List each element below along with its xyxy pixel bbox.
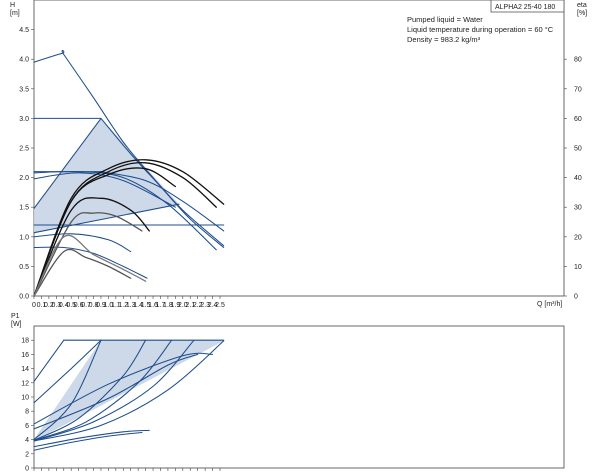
power-curve <box>33 340 225 442</box>
head-y-tick-label: 0.5 <box>19 264 29 271</box>
x-axis-label: Q [m³/h] <box>537 301 562 308</box>
head-curve <box>33 50 225 247</box>
x-tick-label: 2.1 <box>185 302 195 309</box>
power-curve <box>33 431 143 451</box>
power-y-tick-label: 4 <box>25 437 29 444</box>
power-curve <box>33 339 102 404</box>
x-tick-label: 0.8 <box>89 302 99 309</box>
head-efficiency-curve <box>33 234 147 297</box>
bottom-y-axis-label-line2: [W] <box>11 321 22 328</box>
head-efficiency-chart: 0.00.51.01.52.02.53.03.54.04.50 0.10.20.3… <box>19 0 582 309</box>
x-tick-label: 0.4 <box>59 302 69 309</box>
head-curve <box>33 117 102 209</box>
chart-title-box <box>490 0 565 13</box>
power-y-tick-label: 10 <box>21 395 29 402</box>
head-efficiency-curve <box>33 212 143 297</box>
head-curve <box>100 117 225 249</box>
top-y2-axis-label-line1: eta <box>577 2 587 9</box>
y2-tick-label: 60 <box>574 116 582 123</box>
power-y-tick-label: 8 <box>25 409 29 416</box>
head-efficiency-curve <box>33 197 150 297</box>
x-tick-label: 2.5 <box>215 302 225 309</box>
head-y-tick-label: 4.5 <box>19 27 29 34</box>
power-curve <box>33 339 195 442</box>
y2-tick-label: 40 <box>574 175 582 182</box>
head-y-tick-label: 2.0 <box>19 175 29 182</box>
bottom-y-axis-label-line1: P1 <box>11 313 20 320</box>
head-y-tick-label: 0.0 <box>19 294 29 301</box>
head-curve <box>33 170 217 251</box>
power-y-tick-label: 2 <box>25 451 29 458</box>
x-tick-label: 1.9 <box>170 302 180 309</box>
head-y-tick-label: 1.0 <box>19 234 29 241</box>
x-tick-label: 1.5 <box>141 302 151 309</box>
chart-title: ALPHA2 25-40 180 <box>495 4 555 11</box>
y2-tick-label: 10 <box>574 264 582 271</box>
power-curve <box>33 353 199 430</box>
x-tick-label: 0.5 <box>66 302 76 309</box>
head-efficiency-curve <box>33 159 225 297</box>
head-curve <box>33 172 176 208</box>
top-y2-axis-label-line2: [%] <box>577 10 587 17</box>
x-tick-label: 2.3 <box>200 302 210 309</box>
power-y-tick-label: 0 <box>25 466 29 473</box>
x-tick-label: 1.7 <box>156 302 166 309</box>
annotation-density: Density = 983.2 kg/m³ <box>407 35 481 44</box>
head-efficiency-curve <box>33 248 132 297</box>
x-tick-label: 1.1 <box>111 302 121 309</box>
y2-tick-label: 0 <box>574 294 578 301</box>
x-tick-label: 2.0 <box>178 302 188 309</box>
x-tick-label: 0.6 <box>74 302 84 309</box>
annotation-liquid: Pumped liquid = Water <box>407 15 483 24</box>
power-y-tick-label: 6 <box>25 423 29 430</box>
x-tick-label: 0.2 <box>44 302 54 309</box>
power-y-tick-label: 18 <box>21 338 29 345</box>
x-tick-label: 0.7 <box>81 302 91 309</box>
power-y-tick-label: 16 <box>21 352 29 359</box>
top-y-axis-label-line2: [m] <box>10 10 20 17</box>
y2-tick-label: 20 <box>574 234 582 241</box>
x-tick-label: 1.8 <box>163 302 173 309</box>
x-tick-label: 0 <box>32 302 36 309</box>
head-y-tick-label: 3.5 <box>19 86 29 93</box>
x-tick-label: 0.1 <box>37 302 47 309</box>
x-tick-label: 1.4 <box>133 302 143 309</box>
y2-tick-label: 80 <box>574 57 582 64</box>
power-curve <box>33 339 65 382</box>
x-tick-label: 1.6 <box>148 302 158 309</box>
x-tick-label: 0.9 <box>96 302 106 309</box>
x-tick-label: 0.3 <box>51 302 61 309</box>
power-curve <box>33 339 147 441</box>
x-tick-label: 1.2 <box>118 302 128 309</box>
head-y-tick-label: 4.0 <box>19 57 29 64</box>
head-curve <box>100 171 225 232</box>
head-y-tick-label: 3.0 <box>19 116 29 123</box>
x-tick-label: 2.2 <box>193 302 203 309</box>
head-y-tick-label: 1.5 <box>19 205 29 212</box>
top-y-axis-label-line1: H <box>10 2 15 9</box>
y2-tick-label: 70 <box>574 86 582 93</box>
power-curve <box>33 429 150 448</box>
head-efficiency-curve <box>33 167 177 297</box>
y2-tick-label: 50 <box>574 146 582 153</box>
head-y-tick-label: 2.5 <box>19 146 29 153</box>
annotation-temperature: Liquid temperature during operation = 60… <box>407 25 554 34</box>
power-curve <box>33 352 214 425</box>
power-y-tick-label: 12 <box>21 380 29 387</box>
power-y-tick-label: 14 <box>21 366 29 373</box>
power-curve <box>33 339 102 441</box>
y2-tick-label: 30 <box>574 205 582 212</box>
x-tick-label: 1.0 <box>104 302 114 309</box>
power-chart: 0 2 4 6 8 10 12 14 16 18 <box>21 325 565 473</box>
power-curve <box>33 339 173 441</box>
x-tick-label: 2.4 <box>208 302 218 309</box>
head-curve <box>33 233 132 253</box>
x-tick-label: 1.3 <box>126 302 136 309</box>
